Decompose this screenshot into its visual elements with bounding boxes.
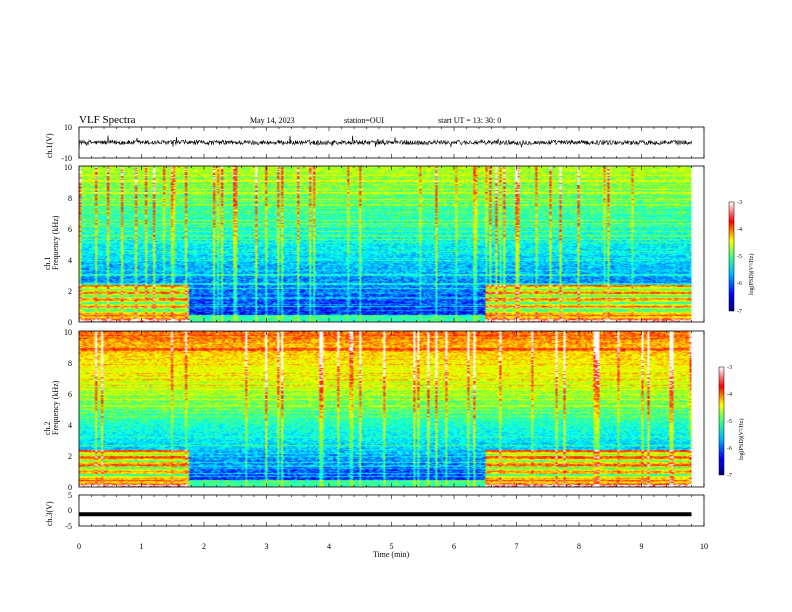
x-tick-label: 10: [700, 542, 708, 551]
ch2-ytick-6: 6: [68, 390, 72, 399]
ch2-colorbar-label: log(PSD)(V²/Hz): [738, 419, 745, 460]
ch2-cb-tick-m5: -5: [727, 419, 732, 425]
ch1-ytick-top: 10: [64, 123, 72, 132]
ch1-colorbar-label: log(PSD)(V²/Hz): [748, 254, 755, 295]
ch1-cb-tick-m5: -5: [737, 254, 742, 260]
ch2-cb-tick-m4: -4: [727, 392, 732, 398]
ch1-waveform-trace: [78, 135, 692, 150]
ch2-colorbar: -3 -4 -5 -6 -7 log(PSD)(V²/Hz): [718, 365, 745, 479]
date-label: May 14, 2023: [250, 116, 295, 125]
x-axis-label: Time (min): [373, 550, 410, 559]
x-tick-label: 4: [327, 542, 331, 551]
ch2-cb-tick-m6: -6: [727, 446, 732, 452]
ch1-cb-tick-m3: -3: [737, 200, 742, 206]
ch1-ytick-10: 10: [64, 163, 72, 172]
ch1-spec-ylabel-line1: ch.1: [43, 256, 52, 270]
ch2-ytick-4: 4: [68, 421, 72, 430]
x-tick-label: 2: [202, 542, 206, 551]
ch1-spec-ylabel-line2: Frequency (kHz): [51, 215, 60, 270]
ch3-ytick-m5: -5: [65, 522, 72, 531]
ch3-ylabel: ch.3(V): [45, 501, 54, 526]
x-tick-label: 6: [452, 542, 456, 551]
ch1-waveform-panel: 10 -10 ch.1(V): [45, 123, 705, 163]
ch1-spectrogram-panel: 0 2 4 6 8 10 ch.1 Frequency (kHz): [43, 163, 705, 327]
x-axis-tick-labels: 0 1 2 3 4 5 6 7 8 9 10: [77, 542, 708, 551]
ch3-waveform-panel: 5 0 -5 ch.3(V): [45, 491, 705, 531]
ch2-cb-tick-m3: -3: [727, 365, 732, 371]
ch2-spec-ylabel-line2: Frequency (kHz): [51, 380, 60, 435]
ch1-ytick-2: 2: [68, 287, 72, 296]
figure-title: VLF Spectra: [79, 114, 136, 126]
ch1-ylabel: ch.1(V): [45, 133, 54, 158]
ch3-waveform-frame: [78, 494, 705, 527]
ch1-ytick-6: 6: [68, 225, 72, 234]
ch1-ytick-4: 4: [68, 256, 72, 265]
ch2-ytick-8: 8: [68, 359, 72, 368]
ch2-colorbar-scale: [718, 366, 725, 476]
ch2-spectrogram-image: [79, 331, 692, 487]
ch2-ytick-0: 0: [68, 483, 72, 492]
x-tick-label: 5: [390, 542, 394, 551]
ch2-spec-ylabel-line1: ch.2: [43, 421, 52, 435]
ch1-spectrogram-image: [79, 166, 692, 322]
x-tick-label: 8: [577, 542, 581, 551]
station-label: station=OUI: [344, 116, 384, 125]
ch1-ytick-bottom: -10: [61, 154, 72, 163]
ch1-cb-tick-m7: -7: [737, 309, 742, 315]
x-tick-label: 9: [640, 542, 644, 551]
ch2-ytick-10: 10: [64, 328, 72, 337]
ch1-cb-tick-m6: -6: [737, 281, 742, 287]
start-time-label: start UT = 13: 30: 0: [438, 116, 501, 125]
x-tick-label: 3: [265, 542, 269, 551]
ch1-colorbar: -3 -4 -5 -6 -7 log(PSD)(V²/Hz): [728, 200, 755, 315]
ch2-spectrogram-panel: 0 2 4 6 8 10 ch.2 Frequency (kHz): [43, 328, 705, 492]
ch2-cb-tick-m7: -7: [727, 473, 732, 479]
x-tick-label: 7: [515, 542, 519, 551]
ch3-ytick-5: 5: [68, 491, 72, 500]
x-tick-label: 0: [77, 542, 81, 551]
x-tick-label: 1: [140, 542, 144, 551]
x-axis-ticks: [78, 127, 705, 526]
ch1-ytick-8: 8: [68, 194, 72, 203]
ch1-ytick-0: 0: [68, 318, 72, 327]
ch1-colorbar-scale: [728, 201, 735, 312]
ch2-ytick-2: 2: [68, 452, 72, 461]
ch1-cb-tick-m4: -4: [737, 227, 742, 233]
ch3-ytick-0: 0: [68, 506, 72, 515]
